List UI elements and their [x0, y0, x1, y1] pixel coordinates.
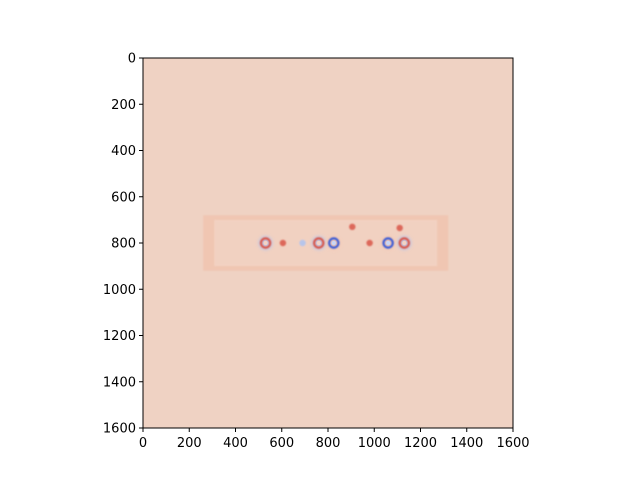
y-tick-label-1400: 1400	[103, 375, 136, 390]
spot-10	[396, 224, 403, 232]
ring-5	[397, 236, 412, 250]
ring-core	[316, 240, 321, 246]
ring-core	[402, 240, 407, 246]
ring-4	[381, 236, 396, 250]
ring-core	[263, 240, 268, 246]
ring-core	[331, 240, 336, 246]
x-tick-label-800: 800	[316, 436, 341, 451]
spot-7	[299, 239, 306, 247]
ring-2	[311, 236, 326, 250]
x-tick-label-1000: 1000	[358, 436, 391, 451]
y-tick-label-200: 200	[111, 98, 136, 113]
spot-8	[349, 223, 356, 231]
y-tick-label-600: 600	[111, 190, 136, 205]
y-tick-label-800: 800	[111, 237, 136, 252]
spot-9	[366, 239, 373, 247]
y-tick-label-1600: 1600	[103, 422, 136, 437]
x-tick-label-600: 600	[269, 436, 294, 451]
y-tick-label-1000: 1000	[103, 283, 136, 298]
y-tick-label-1200: 1200	[103, 329, 136, 344]
x-tick-label-0: 0	[139, 436, 147, 451]
heatmap-features	[203, 215, 449, 271]
y-tick-label-400: 400	[111, 144, 136, 159]
plot-area	[143, 58, 513, 428]
x-axis: 0 200 400 600 800 1000 1200 1400 1600	[139, 428, 530, 451]
ring-edge	[398, 237, 411, 249]
x-tick-label-1600: 1600	[496, 436, 529, 451]
x-tick-label-200: 200	[177, 436, 202, 451]
ring-edge	[382, 237, 394, 249]
x-tick-label-1400: 1400	[450, 436, 483, 451]
ring-1	[258, 236, 273, 250]
x-tick-label-400: 400	[223, 436, 248, 451]
ring-edge	[259, 237, 272, 249]
y-axis: 0 200 400 600 800 1000 1200 1400 1600	[103, 52, 143, 437]
spot-6	[279, 239, 287, 247]
ring-edge	[328, 237, 340, 249]
y-tick-label-0: 0	[128, 52, 136, 67]
ring-3	[326, 236, 341, 250]
ring-core	[386, 240, 391, 246]
ring-edge	[313, 237, 325, 249]
x-tick-label-1200: 1200	[404, 436, 437, 451]
